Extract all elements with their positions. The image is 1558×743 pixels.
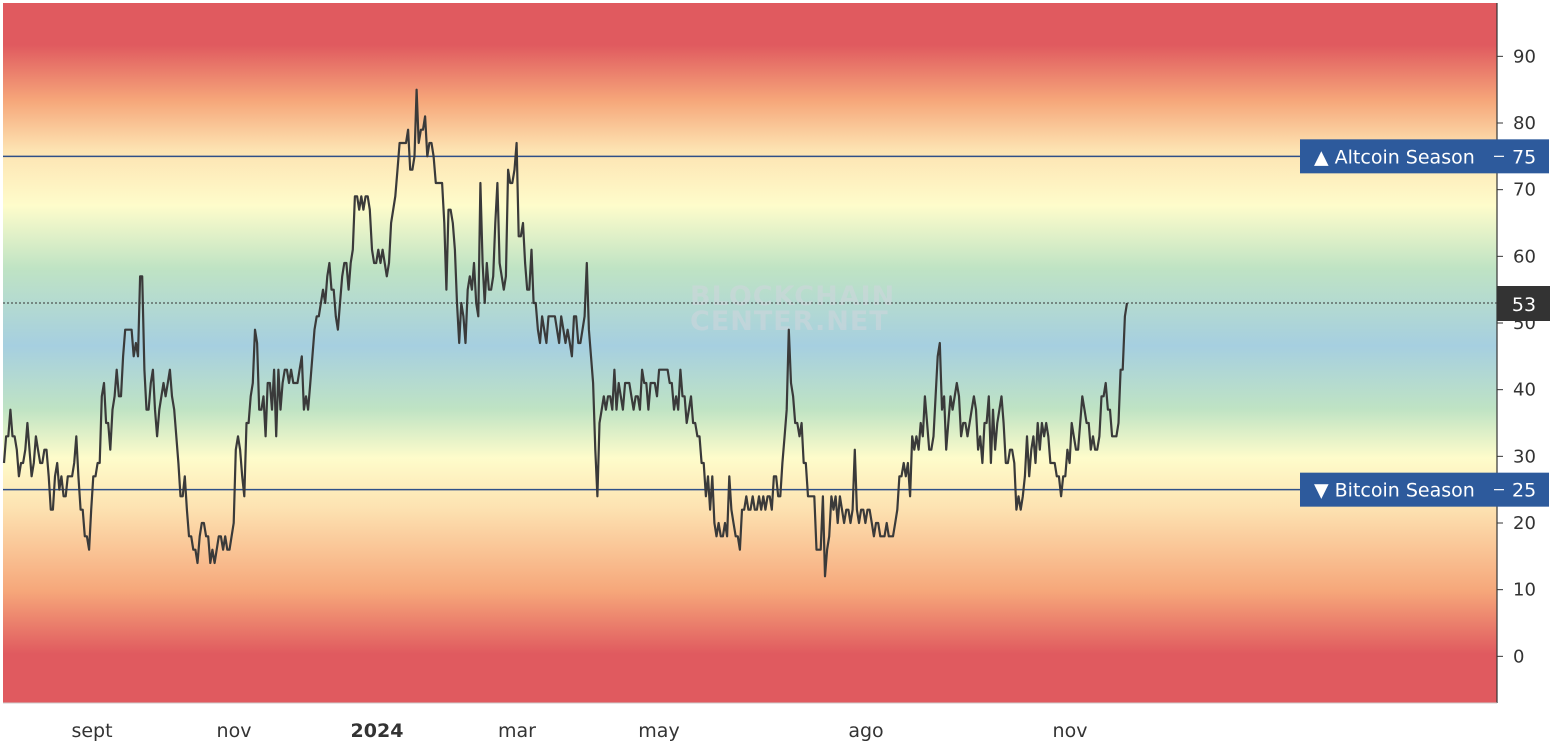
threshold-tag-value: 25 [1512,480,1536,502]
x-tick-label: ago [848,720,883,742]
y-tick-label: 20 [1513,513,1536,534]
x-axis-ticks: sept nov 2024 mar may ago nov [71,720,1087,742]
y-tick-label: 70 [1513,180,1536,201]
threshold-tag-background [1300,472,1549,507]
threshold-tag-25: ▼ Bitcoin Season 25 [1300,472,1549,507]
current-value-background [1497,286,1550,321]
y-tick-label: 0 [1513,646,1524,667]
x-tick-label: mar [498,720,536,742]
y-tick-label: 90 [1513,46,1536,67]
current-value-tag: 53 [1497,286,1550,321]
y-tick-label: 10 [1513,580,1536,601]
x-tick-label: sept [71,720,112,742]
x-tick-label: 2024 [351,720,404,742]
value-tags: ▲ Altcoin Season 75 ▼ Bitcoin Season 25 53 [1300,139,1550,507]
threshold-tag-75: ▲ Altcoin Season 75 [1300,139,1549,174]
watermark: BLOCKCHAIN CENTER.NET [690,281,895,337]
x-tick-label: may [638,720,679,742]
threshold-tag-background [1300,139,1549,174]
x-tick-label: nov [217,720,252,742]
current-value-text: 53 [1512,294,1536,316]
background-color-bands [3,3,1497,703]
threshold-tag-label: ▲ Altcoin Season [1314,146,1475,168]
watermark-line-1: BLOCKCHAIN [690,281,895,312]
threshold-tag-label: ▼ Bitcoin Season [1314,480,1475,502]
y-tick-label: 40 [1513,380,1536,401]
y-tick-label: 60 [1513,246,1536,267]
x-tick-label: nov [1053,720,1088,742]
y-tick-label: 30 [1513,446,1536,467]
threshold-tag-value: 75 [1512,146,1536,168]
y-tick-label: 80 [1513,113,1536,134]
series-line [2,88,1129,578]
